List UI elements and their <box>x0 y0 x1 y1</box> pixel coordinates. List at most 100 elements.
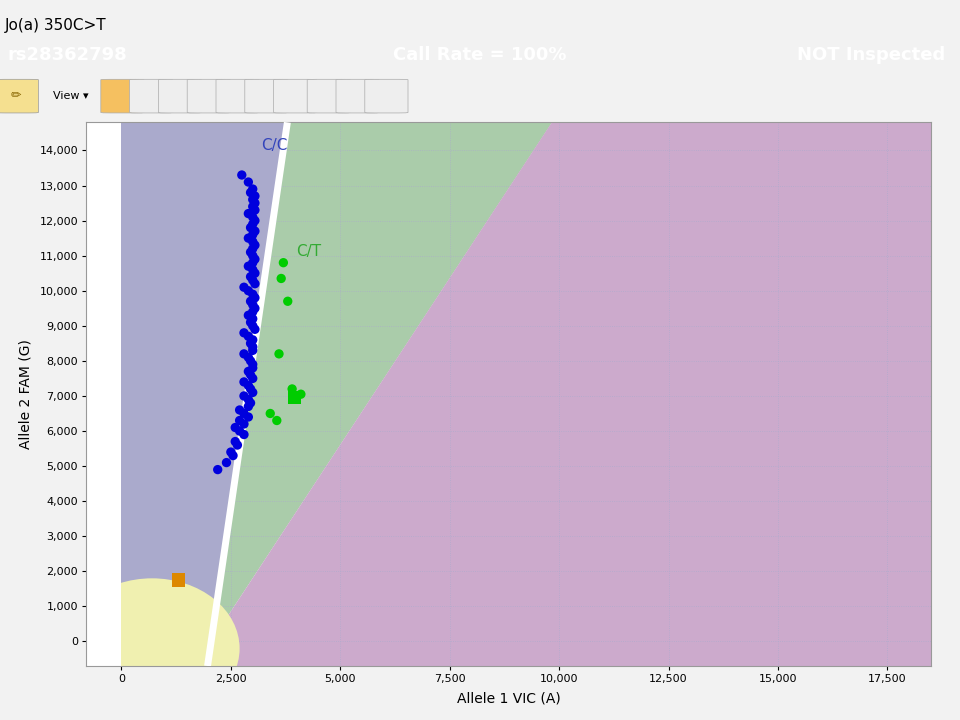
Point <box>248 239 263 251</box>
Point <box>245 373 260 384</box>
X-axis label: Allele 1 VIC (A): Allele 1 VIC (A) <box>457 691 561 706</box>
Point <box>245 194 260 205</box>
Point <box>243 295 258 307</box>
Point <box>245 218 260 230</box>
FancyBboxPatch shape <box>0 79 38 113</box>
Point <box>232 415 248 426</box>
Point <box>248 292 263 304</box>
Point <box>243 186 258 198</box>
Point <box>293 388 308 400</box>
Point <box>245 250 260 261</box>
Point <box>236 282 252 293</box>
Point <box>245 387 260 398</box>
Point <box>287 392 302 403</box>
Point <box>274 273 289 284</box>
Point <box>210 464 226 475</box>
Point <box>276 257 291 269</box>
Point <box>236 376 252 387</box>
Point <box>248 267 263 279</box>
Point <box>248 190 263 202</box>
Text: C/C: C/C <box>261 138 288 153</box>
FancyBboxPatch shape <box>365 79 408 113</box>
Point <box>241 310 256 321</box>
Point <box>171 575 186 586</box>
Point <box>245 201 260 212</box>
Point <box>236 408 252 419</box>
FancyBboxPatch shape <box>101 79 144 113</box>
Polygon shape <box>86 122 287 666</box>
Point <box>241 379 256 391</box>
Point <box>232 426 248 437</box>
Point <box>243 383 258 395</box>
Point <box>245 320 260 332</box>
Point <box>232 404 248 415</box>
Point <box>272 348 287 359</box>
Point <box>241 401 256 413</box>
Text: NOT Inspected: NOT Inspected <box>798 46 946 64</box>
Point <box>241 330 256 342</box>
Point <box>236 348 252 359</box>
Point <box>243 222 258 233</box>
FancyBboxPatch shape <box>130 79 173 113</box>
Point <box>245 229 260 240</box>
Point <box>263 408 278 419</box>
Point <box>236 390 252 402</box>
Point <box>241 351 256 363</box>
Point <box>245 306 260 318</box>
FancyBboxPatch shape <box>245 79 288 113</box>
Point <box>248 323 263 335</box>
Point <box>245 274 260 286</box>
FancyBboxPatch shape <box>187 79 230 113</box>
Point <box>248 215 263 226</box>
Point <box>241 233 256 244</box>
Point <box>234 169 250 181</box>
Point <box>243 338 258 349</box>
Text: C/T: C/T <box>297 243 322 258</box>
FancyBboxPatch shape <box>336 79 379 113</box>
Point <box>243 369 258 381</box>
Point <box>228 436 243 447</box>
Point <box>219 456 234 468</box>
Point <box>248 302 263 314</box>
Point <box>245 313 260 325</box>
FancyBboxPatch shape <box>307 79 350 113</box>
Point <box>241 394 256 405</box>
Text: View ▾: View ▾ <box>53 91 88 101</box>
FancyBboxPatch shape <box>274 79 317 113</box>
Point <box>241 261 256 272</box>
Point <box>245 334 260 346</box>
Point <box>229 439 245 451</box>
Point <box>245 236 260 248</box>
Point <box>245 264 260 276</box>
Point <box>245 243 260 254</box>
Point <box>245 362 260 374</box>
Text: Call Rate = 100%: Call Rate = 100% <box>394 46 566 64</box>
Point <box>245 212 260 223</box>
Text: ✏: ✏ <box>12 89 21 103</box>
Point <box>269 415 284 426</box>
Point <box>236 418 252 430</box>
Polygon shape <box>195 122 931 666</box>
Point <box>280 295 296 307</box>
Point <box>241 411 256 423</box>
Point <box>226 450 241 462</box>
Point <box>248 204 263 216</box>
Point <box>236 327 252 338</box>
Text: Jo(a) 350C>T: Jo(a) 350C>T <box>5 18 107 33</box>
Polygon shape <box>86 122 121 666</box>
Point <box>243 271 258 282</box>
Point <box>243 397 258 409</box>
Point <box>241 366 256 377</box>
Point <box>245 345 260 356</box>
Circle shape <box>64 578 240 719</box>
Point <box>245 257 260 269</box>
FancyBboxPatch shape <box>158 79 202 113</box>
Point <box>243 246 258 258</box>
Point <box>248 278 263 289</box>
Point <box>223 446 238 458</box>
Point <box>243 317 258 328</box>
Point <box>241 176 256 188</box>
Point <box>245 359 260 370</box>
Point <box>245 341 260 353</box>
Point <box>241 285 256 297</box>
